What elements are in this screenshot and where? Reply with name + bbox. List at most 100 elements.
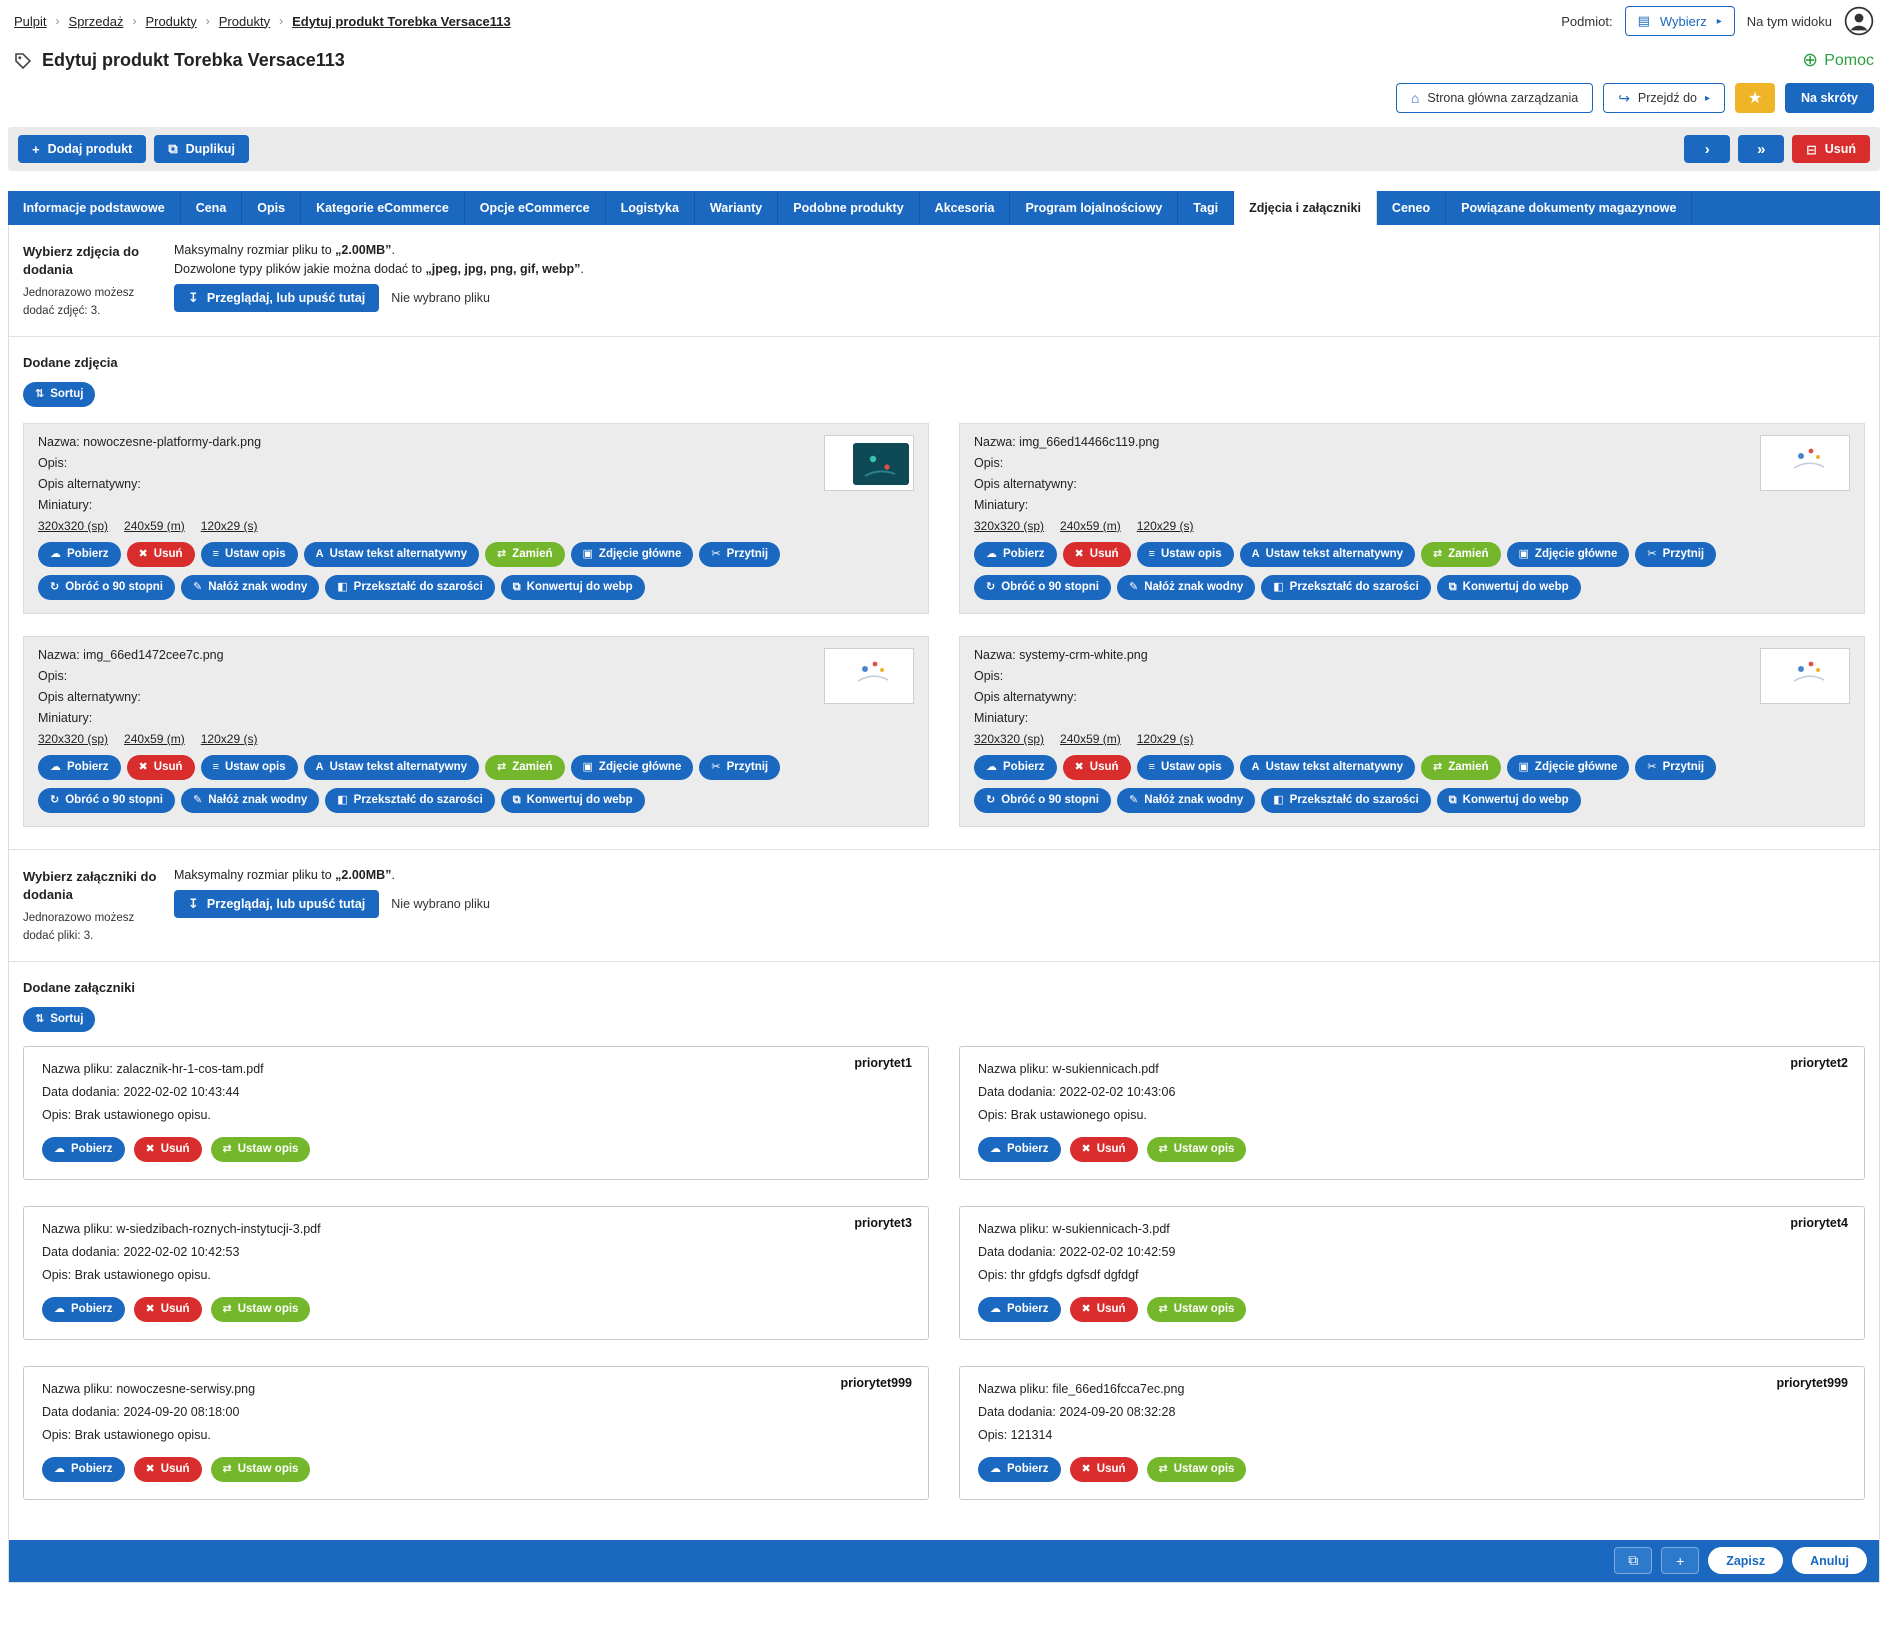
thumbnail-size-link[interactable]: 240x59 (m): [1060, 731, 1121, 746]
tab-powiazane-dokumenty-magazynowe[interactable]: Powiązane dokumenty magazynowe: [1446, 191, 1693, 225]
duplicate-product-button[interactable]: ⧉ Duplikuj: [154, 135, 249, 163]
favorites-button[interactable]: ★: [1735, 83, 1776, 113]
download-button[interactable]: ☁ Pobierz: [38, 754, 121, 780]
delete-button[interactable]: ✖ Usuń: [1069, 1136, 1138, 1162]
download-button[interactable]: ☁ Pobierz: [42, 1136, 125, 1162]
main-photo-button[interactable]: ▣ Zdjęcie główne: [570, 754, 694, 780]
set-description-button[interactable]: ⇄ Ustaw opis: [1146, 1296, 1247, 1322]
tab-akcesoria[interactable]: Akcesoria: [920, 191, 1011, 225]
delete-button[interactable]: ✖ Usuń: [133, 1136, 202, 1162]
crop-button[interactable]: ✂ Przytnij: [1635, 754, 1717, 780]
grayscale-button[interactable]: ◧ Przekształć do szarości: [325, 574, 495, 600]
thumbnail-size-link[interactable]: 320x320 (sp): [38, 731, 109, 746]
last-product-button[interactable]: »: [1738, 135, 1785, 163]
copy-button[interactable]: ⧉: [1614, 1547, 1653, 1575]
delete-product-button[interactable]: ⊟ Usuń: [1792, 135, 1870, 163]
delete-button[interactable]: ✖ Usuń: [1062, 541, 1131, 567]
replace-button[interactable]: ⇄ Zamień: [485, 754, 565, 780]
rotate-90-button[interactable]: ↻ Obróć o 90 stopni: [974, 787, 1111, 813]
watermark-button[interactable]: ✎ Nałóż znak wodny: [180, 574, 320, 600]
set-description-button[interactable]: ⇄ Ustaw opis: [210, 1136, 311, 1162]
delete-button[interactable]: ✖ Usuń: [126, 754, 195, 780]
browse-photos-button[interactable]: ↧ Przeglądaj, lub upuść tutaj: [174, 284, 380, 312]
sort-attachments-button[interactable]: ⇅ Sortuj: [23, 1006, 96, 1032]
download-button[interactable]: ☁ Pobierz: [42, 1296, 125, 1322]
delete-button[interactable]: ✖ Usuń: [1069, 1456, 1138, 1482]
help-link[interactable]: ⊕ Pomoc: [1802, 51, 1874, 70]
home-management-button[interactable]: ⌂ Strona główna zarządzania: [1395, 83, 1594, 113]
delete-button[interactable]: ✖ Usuń: [133, 1456, 202, 1482]
thumbnail-size-link[interactable]: 240x59 (m): [124, 731, 185, 746]
main-photo-button[interactable]: ▣ Zdjęcie główne: [1506, 541, 1630, 567]
set-alt-text-button[interactable]: A Ustaw tekst alternatywny: [303, 754, 480, 780]
breadcrumb-item-edytuj-produkt-torebka-versace113[interactable]: Edytuj produkt Torebka Versace113: [292, 13, 511, 29]
thumbnail-size-link[interactable]: 240x59 (m): [124, 518, 185, 533]
tab-tagi[interactable]: Tagi: [1178, 191, 1235, 225]
set-alt-text-button[interactable]: A Ustaw tekst alternatywny: [1239, 541, 1416, 567]
convert-webp-button[interactable]: ⧉ Konwertuj do webp: [500, 574, 645, 600]
tab-informacje-podstawowe[interactable]: Informacje podstawowe: [8, 191, 181, 225]
entity-select-button[interactable]: ▤ Wybierz ▸: [1624, 6, 1735, 36]
cancel-button[interactable]: Anuluj: [1792, 1547, 1867, 1575]
crop-button[interactable]: ✂ Przytnij: [1635, 541, 1717, 567]
download-button[interactable]: ☁ Pobierz: [978, 1296, 1061, 1322]
replace-button[interactable]: ⇄ Zamień: [1421, 754, 1501, 780]
tab-opcje-ecommerce[interactable]: Opcje eCommerce: [465, 191, 606, 225]
set-description-button[interactable]: ⇄ Ustaw opis: [1146, 1136, 1247, 1162]
sort-photos-button[interactable]: ⇅ Sortuj: [23, 381, 96, 407]
thumbnail-size-link[interactable]: 120x29 (s): [1136, 731, 1194, 746]
set-description-button[interactable]: ≡ Ustaw opis: [200, 541, 298, 567]
grayscale-button[interactable]: ◧ Przekształć do szarości: [1261, 574, 1431, 600]
crop-button[interactable]: ✂ Przytnij: [699, 754, 781, 780]
set-alt-text-button[interactable]: A Ustaw tekst alternatywny: [303, 541, 480, 567]
download-button[interactable]: ☁ Pobierz: [38, 541, 121, 567]
download-button[interactable]: ☁ Pobierz: [974, 754, 1057, 780]
tab-podobne-produkty[interactable]: Podobne produkty: [778, 191, 920, 225]
breadcrumb-item-sprzedaz[interactable]: Sprzedaż: [68, 13, 124, 29]
set-description-button[interactable]: ⇄ Ustaw opis: [1146, 1456, 1247, 1482]
tab-cena[interactable]: Cena: [181, 191, 243, 225]
breadcrumb-item-pulpit[interactable]: Pulpit: [14, 13, 47, 29]
delete-button[interactable]: ✖ Usuń: [1069, 1296, 1138, 1322]
replace-button[interactable]: ⇄ Zamień: [1421, 541, 1501, 567]
delete-button[interactable]: ✖ Usuń: [126, 541, 195, 567]
set-description-button[interactable]: ⇄ Ustaw opis: [210, 1456, 311, 1482]
shortcuts-button[interactable]: Na skróty: [1785, 83, 1874, 113]
delete-button[interactable]: ✖ Usuń: [133, 1296, 202, 1322]
thumbnail-size-link[interactable]: 320x320 (sp): [38, 518, 109, 533]
crop-button[interactable]: ✂ Przytnij: [699, 541, 781, 567]
tab-warianty[interactable]: Warianty: [695, 191, 779, 225]
convert-webp-button[interactable]: ⧉ Konwertuj do webp: [1436, 787, 1581, 813]
add-product-button[interactable]: + Dodaj produkt: [18, 135, 147, 163]
tab-ceneo[interactable]: Ceneo: [1377, 191, 1447, 225]
breadcrumb-item-produkty[interactable]: Produkty: [218, 13, 271, 29]
rotate-90-button[interactable]: ↻ Obróć o 90 stopni: [38, 574, 175, 600]
replace-button[interactable]: ⇄ Zamień: [485, 541, 565, 567]
thumbnail-size-link[interactable]: 320x320 (sp): [974, 518, 1045, 533]
rotate-90-button[interactable]: ↻ Obróć o 90 stopni: [38, 787, 175, 813]
tab-kategorie-ecommerce[interactable]: Kategorie eCommerce: [301, 191, 465, 225]
goto-button[interactable]: ↪ Przejdź do ▸: [1603, 83, 1726, 113]
thumbnail-size-link[interactable]: 120x29 (s): [200, 518, 258, 533]
download-button[interactable]: ☁ Pobierz: [978, 1136, 1061, 1162]
thumbnail-size-link[interactable]: 240x59 (m): [1060, 518, 1121, 533]
save-button[interactable]: Zapisz: [1708, 1547, 1784, 1575]
thumbnail-size-link[interactable]: 320x320 (sp): [974, 731, 1045, 746]
tab-zdjecia-i-zalaczniki[interactable]: Zdjęcia i załączniki: [1234, 191, 1377, 225]
watermark-button[interactable]: ✎ Nałóż znak wodny: [1116, 787, 1256, 813]
set-description-button[interactable]: ⇄ Ustaw opis: [210, 1296, 311, 1322]
browse-attachments-button[interactable]: ↧ Przeglądaj, lub upuść tutaj: [174, 889, 380, 918]
download-button[interactable]: ☁ Pobierz: [974, 541, 1057, 567]
tab-opis[interactable]: Opis: [242, 191, 302, 225]
breadcrumb-item-produkty[interactable]: Produkty: [145, 13, 197, 29]
grayscale-button[interactable]: ◧ Przekształć do szarości: [325, 787, 495, 813]
set-description-button[interactable]: ≡ Ustaw opis: [200, 754, 298, 780]
set-description-button[interactable]: ≡ Ustaw opis: [1136, 754, 1234, 780]
avatar[interactable]: [1844, 6, 1874, 36]
tab-logistyka[interactable]: Logistyka: [606, 191, 695, 225]
main-photo-button[interactable]: ▣ Zdjęcie główne: [1506, 754, 1630, 780]
next-product-button[interactable]: ›: [1684, 135, 1731, 163]
thumbnail-size-link[interactable]: 120x29 (s): [200, 731, 258, 746]
download-button[interactable]: ☁ Pobierz: [978, 1456, 1061, 1482]
watermark-button[interactable]: ✎ Nałóż znak wodny: [1116, 574, 1256, 600]
